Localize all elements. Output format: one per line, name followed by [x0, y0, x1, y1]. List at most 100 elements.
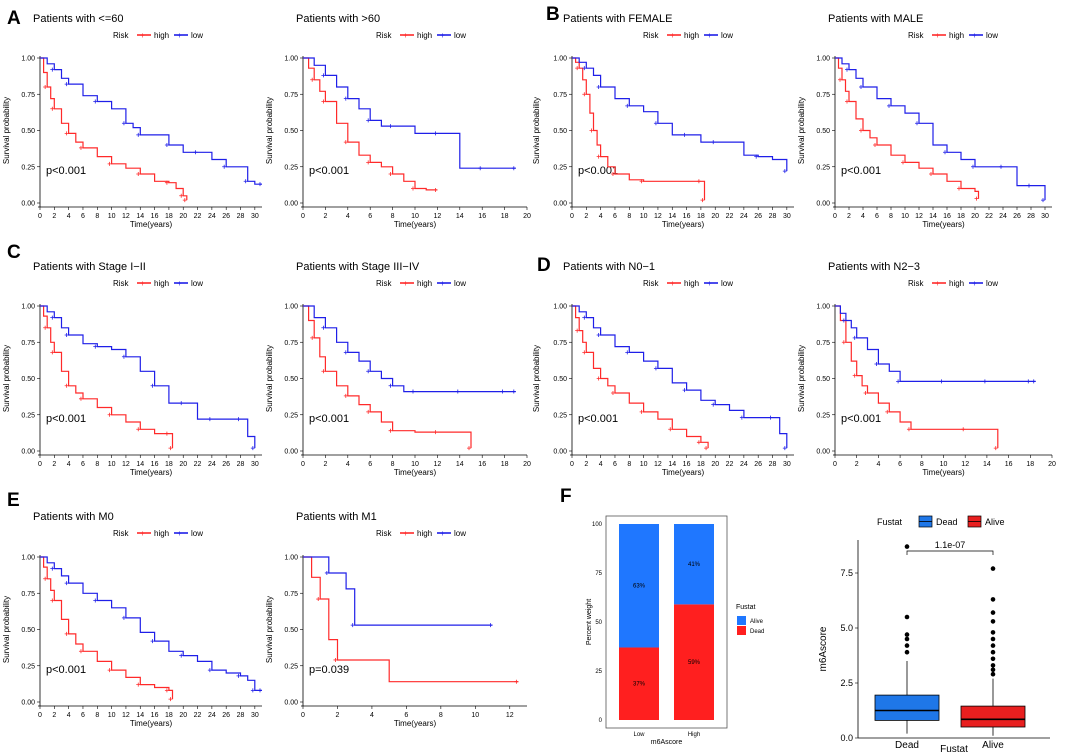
km-curve-high	[303, 57, 438, 191]
censor-mark	[168, 697, 173, 702]
p-value: p<0.001	[309, 165, 349, 177]
censor-mark	[782, 446, 787, 451]
censor-mark	[316, 597, 321, 602]
legend-title: Risk	[643, 31, 660, 40]
censor-mark	[754, 154, 759, 159]
y-tick-label: 0.50	[21, 376, 35, 383]
censor-mark	[388, 428, 393, 433]
x-tick-label: 10	[471, 712, 479, 719]
censor-mark	[852, 335, 857, 340]
km-curve-low	[303, 305, 516, 393]
legend-label-low: low	[454, 529, 466, 538]
censor-mark	[250, 688, 255, 693]
censor-mark	[841, 340, 846, 345]
x-tick-label: 10	[108, 213, 116, 220]
legend-marker-low: +	[440, 31, 445, 40]
legend-marker-low: +	[972, 279, 977, 288]
p-value: p<0.001	[841, 413, 881, 425]
x-tick-label: 18	[501, 461, 509, 468]
panel-letter-f: F	[560, 486, 572, 507]
y-tick-label: 1.00	[816, 304, 830, 311]
x-tick-label: 4	[346, 461, 350, 468]
bar-label-dead: 37%	[633, 682, 646, 688]
x-tick-label: 20	[179, 461, 187, 468]
censor-mark	[845, 99, 849, 104]
censor-mark	[700, 198, 705, 203]
km-curve-low	[572, 57, 788, 172]
legend-label-high: high	[417, 529, 432, 538]
y-tick-label: 2.5	[840, 678, 853, 688]
censor-mark	[250, 446, 255, 451]
outlier-point	[990, 643, 996, 648]
censor-mark	[258, 688, 262, 693]
censor-mark	[596, 154, 601, 159]
legend-label-low: low	[721, 279, 733, 288]
y-tick-label: 0.50	[21, 128, 35, 135]
x-tick-label: 24	[208, 213, 216, 220]
y-tick-label: 0.25	[816, 412, 830, 419]
censor-mark	[343, 350, 348, 355]
x-tick-label: 16	[683, 461, 691, 468]
x-tick-label: 6	[81, 213, 85, 220]
censor-mark	[164, 143, 169, 147]
censor-mark	[164, 688, 169, 693]
x-tick-label: 4	[861, 213, 865, 220]
censor-mark	[961, 427, 966, 432]
censor-mark	[64, 581, 69, 586]
censor-mark	[653, 366, 658, 371]
legend-marker-low: +	[972, 31, 977, 40]
censor-mark	[136, 132, 141, 137]
legend-marker-low: +	[177, 31, 182, 40]
censor-mark	[873, 143, 877, 147]
x-tick-label: 30	[251, 213, 259, 220]
x-axis-label: Time(years)	[662, 468, 705, 477]
legend-title: Risk	[376, 279, 393, 288]
censor-mark	[310, 335, 315, 340]
x-tick-label: 2	[336, 712, 340, 719]
km-curve-low	[40, 305, 256, 449]
x-axis-label: Time(years)	[394, 468, 437, 477]
x-tick-label: 24	[740, 213, 748, 220]
censor-mark	[739, 415, 744, 420]
censor-mark	[575, 328, 580, 333]
x-tick-label: 10	[411, 461, 419, 468]
y-tick-label: 0.50	[21, 627, 35, 634]
censor-mark	[455, 389, 460, 394]
x-tick-label: 6	[81, 461, 85, 468]
censor-mark	[388, 124, 393, 129]
censor-mark	[610, 391, 615, 395]
x-axis-label: Time(years)	[662, 220, 705, 229]
y-tick-label: 75	[595, 571, 602, 577]
bar-alive-high	[674, 524, 714, 605]
censor-mark	[589, 128, 594, 133]
panel-letter-d: D	[537, 255, 551, 276]
legend-marker-high: +	[403, 31, 408, 40]
censor-mark	[64, 131, 69, 136]
outlier-point	[904, 614, 910, 620]
censor-mark	[653, 121, 658, 126]
censor-mark	[366, 160, 371, 165]
y-axis-label: Survival probability	[2, 596, 11, 663]
legend-label-low: low	[986, 31, 998, 40]
y-tick-label: 50	[595, 620, 602, 626]
censor-mark	[164, 180, 169, 185]
outlier-point	[990, 597, 996, 602]
x-tick-label: 10	[640, 461, 648, 468]
km-plot-1: Patients with <=60 Risk + high + low 0.00 0.25 0…	[2, 13, 262, 229]
km-plot-6: Patients with Stage III−IV Risk + high + low 0…	[265, 261, 531, 477]
x-tick-label: 12	[654, 213, 662, 220]
x-tick-label: 12	[434, 213, 442, 220]
x-tick-label: 28	[769, 213, 777, 220]
km-curve-low	[572, 305, 788, 449]
censor-mark	[971, 164, 975, 169]
y-axis-label: Survival probability	[265, 596, 274, 663]
y-tick-label: 0.25	[21, 164, 35, 171]
x-tick-label: 18	[1026, 461, 1034, 468]
censor-mark	[136, 427, 141, 432]
x-tick-label: 6	[368, 213, 372, 220]
censor-mark	[168, 446, 173, 451]
x-tick-label: 12	[961, 461, 969, 468]
x-tick-label: 16	[1005, 461, 1013, 468]
x-tick-label: 10	[411, 213, 419, 220]
